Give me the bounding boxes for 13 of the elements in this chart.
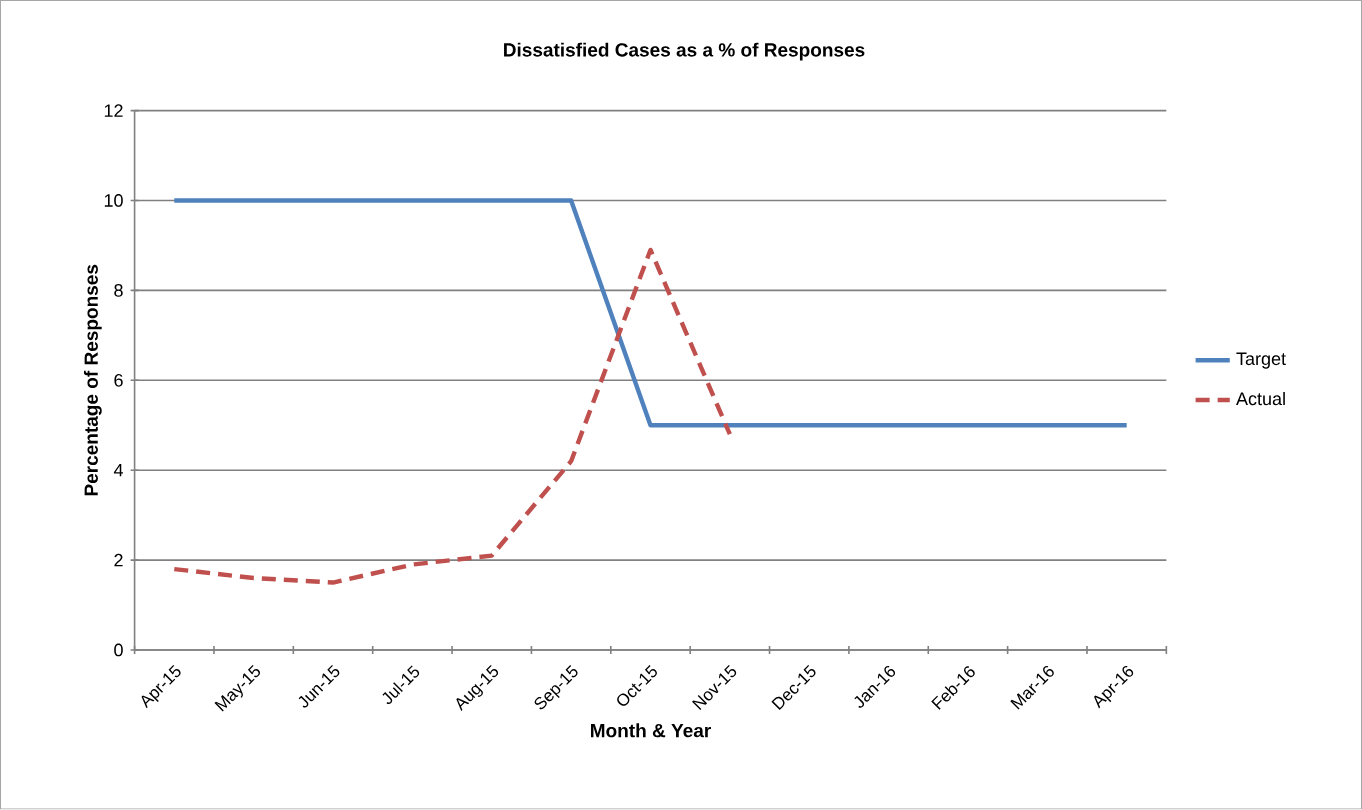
- chart-title: Dissatisfied Cases as a % of Responses: [504, 42, 865, 61]
- y-tick-label: 12: [104, 104, 123, 118]
- line-series: [172, 247, 733, 585]
- y-axis-title: Percentage of Responses: [83, 265, 102, 496]
- y-tick-label: 0: [114, 643, 123, 657]
- x-axis-title: Month & Year: [591, 723, 711, 738]
- y-tick-label: 10: [104, 194, 123, 208]
- legend-label: Target: [1236, 352, 1286, 369]
- y-tick-label: 8: [114, 284, 123, 297]
- y-tick-label: 2: [114, 553, 123, 567]
- y-tick-label: 4: [113, 464, 123, 477]
- y-tick-label: 6: [114, 374, 123, 387]
- legend-label: Actual: [1236, 392, 1285, 406]
